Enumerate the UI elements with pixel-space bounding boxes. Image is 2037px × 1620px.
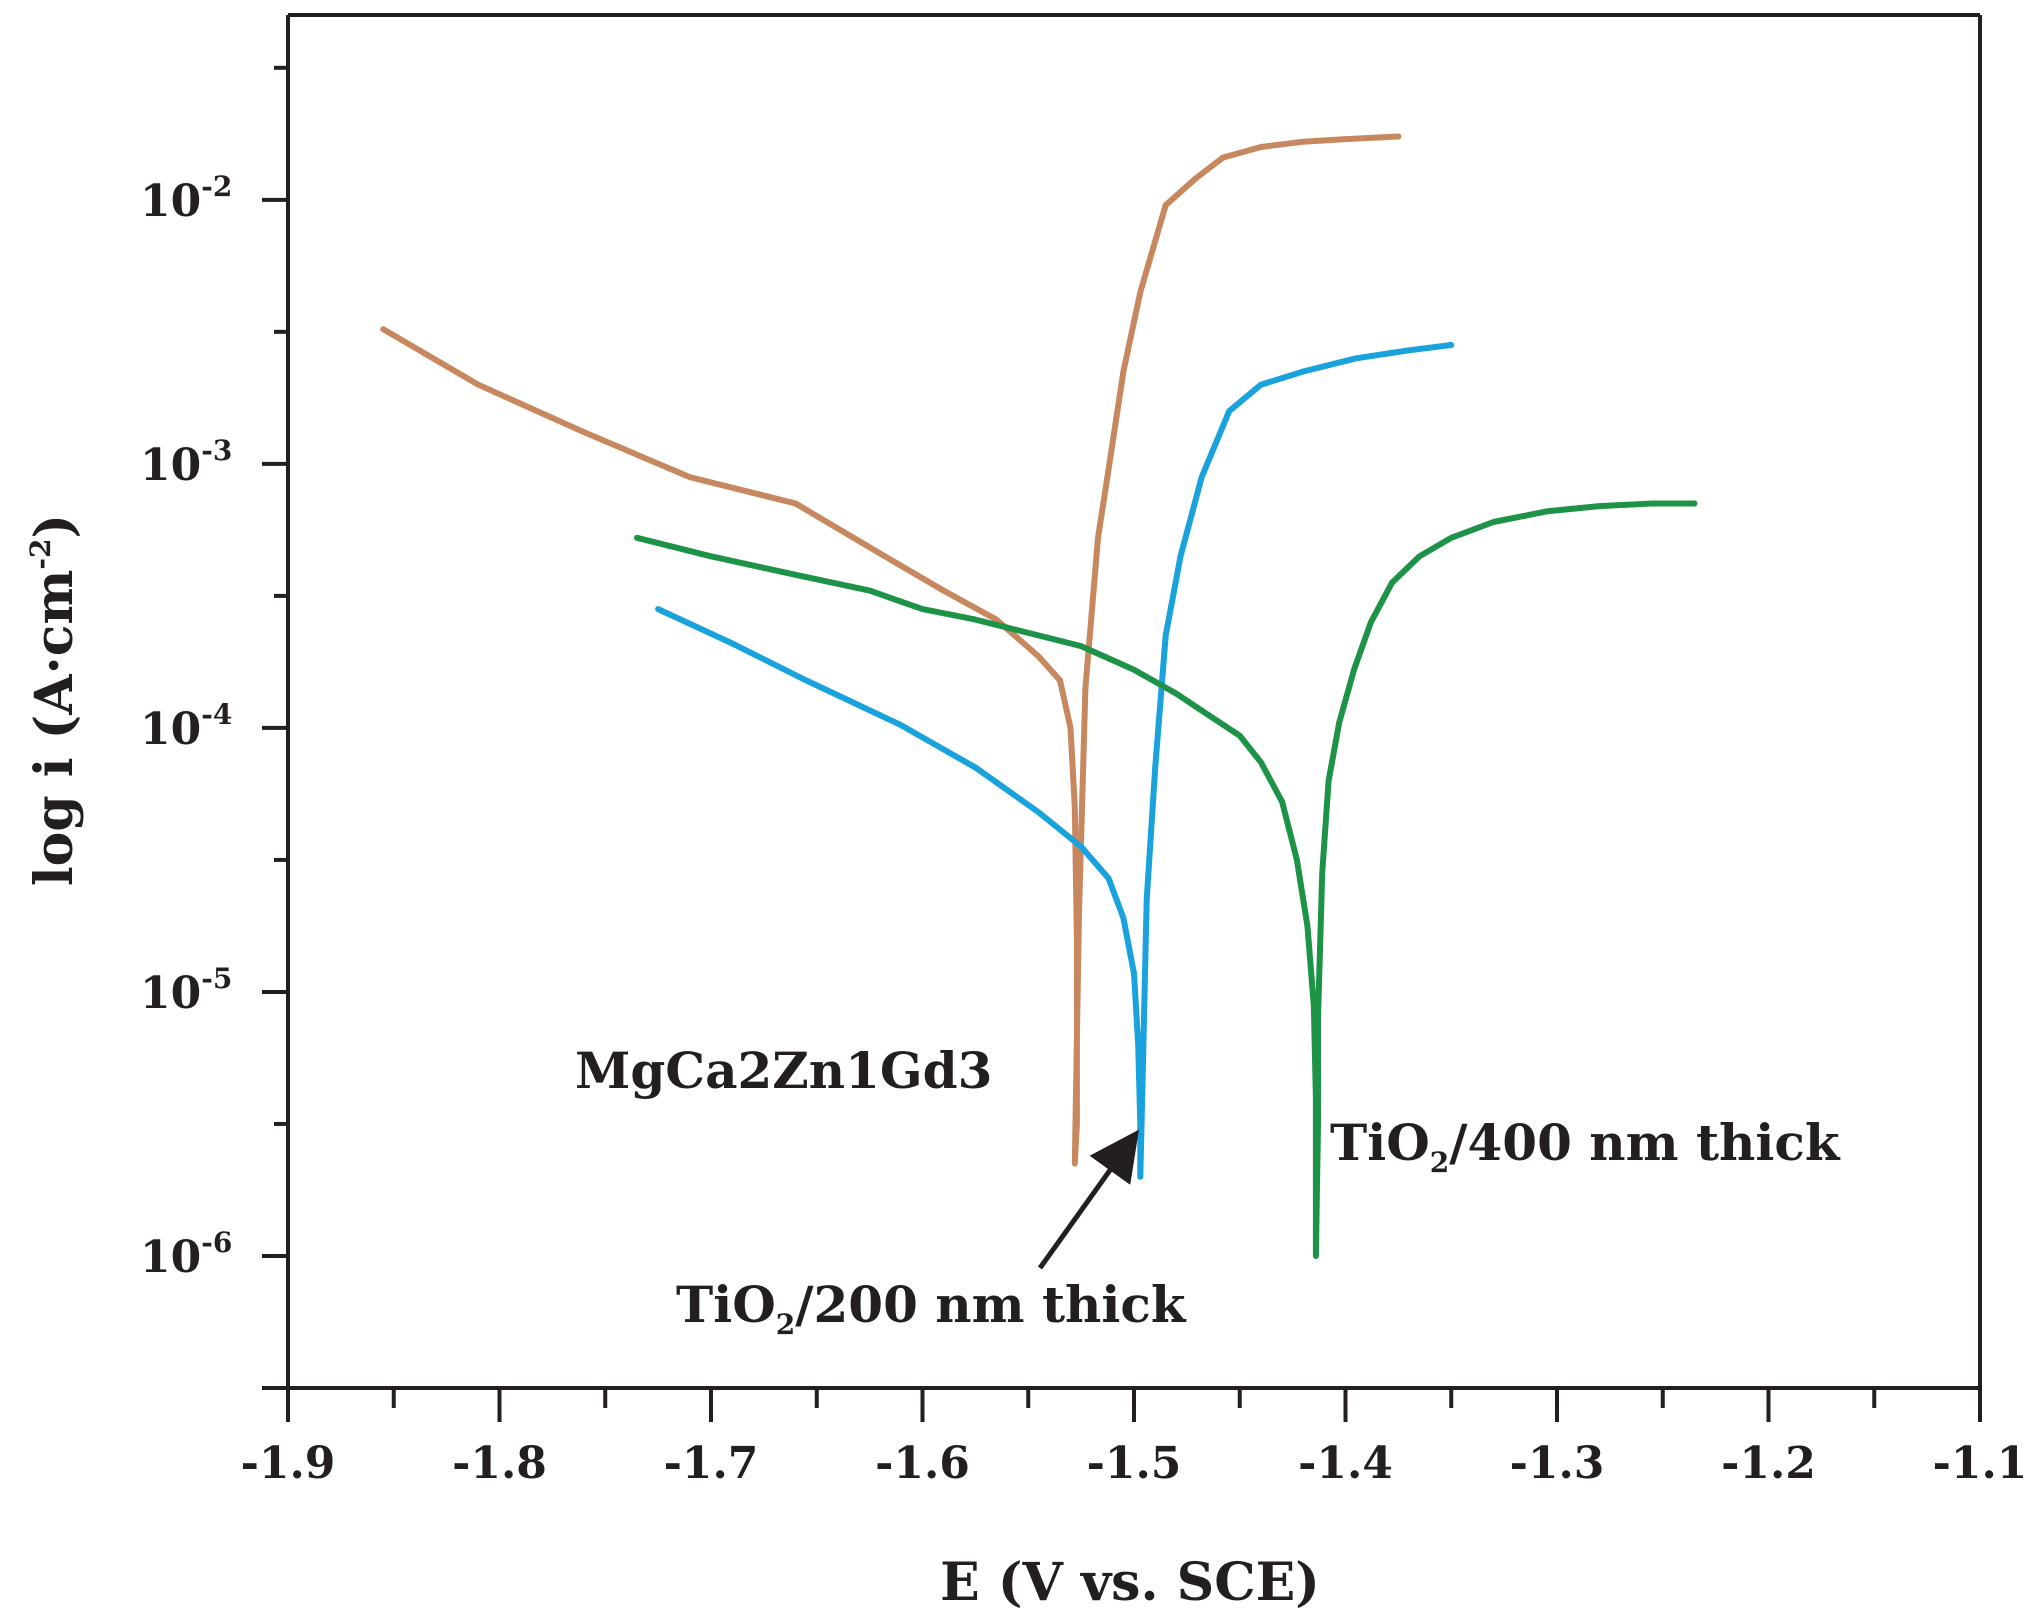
x-ticks: -1.9 -1.8 -1.7 -1.6 -1.5 -1.4 -1.3 -1.2 -1.1 [241, 1388, 2028, 1489]
arrow-200nm [1037, 1129, 1139, 1270]
plot-frame [262, 13, 1982, 1390]
x-tick-label: -1.5 [1087, 1438, 1182, 1489]
y-tick-label: 10-4 [140, 698, 232, 755]
y-tick-label: 10-3 [140, 434, 232, 491]
y-tick-label: 10-5 [140, 962, 232, 1019]
x-tick-label: -1.2 [1721, 1438, 1816, 1489]
y-axis-title-close: ) [24, 514, 85, 539]
x-tick-label: -1.8 [452, 1438, 547, 1489]
x-tick-label: -1.9 [241, 1438, 336, 1489]
series-line-2 [634, 500, 1698, 1259]
label-tio2-400nm: TiO2/400 nm thick [1330, 1113, 1841, 1179]
x-axis-title: E (V vs. SCE) [940, 1552, 1320, 1613]
y-axis-title-exponent: -2 [24, 539, 57, 570]
x-tick-label: -1.4 [1298, 1438, 1393, 1489]
y-axis-title-main: log i (A·cm [24, 570, 85, 887]
x-tick-label: -1.1 [1933, 1438, 2028, 1489]
y-axis-title: log i (A·cm-2) [24, 514, 85, 886]
y-tick-label: 10-2 [140, 170, 232, 227]
x-tick-label: -1.7 [664, 1438, 759, 1489]
x-tick-label: -1.3 [1510, 1438, 1605, 1489]
label-tio2-200nm: TiO2/200 nm thick [676, 1275, 1187, 1341]
annotation-tio2-200: TiO2/200 nm thick [676, 1129, 1187, 1341]
annotation-mgca2zn1gd3: MgCa2Zn1Gd3 [575, 1041, 992, 1100]
series-layer [380, 133, 1698, 1259]
series-line-0 [380, 133, 1402, 1167]
series-line-1 [655, 342, 1455, 1180]
y-ticks: 10-6 10-5 10-4 10-3 10-2 [140, 65, 288, 1390]
x-tick-label: -1.6 [875, 1438, 970, 1489]
y-tick-label: 10-6 [140, 1226, 232, 1283]
